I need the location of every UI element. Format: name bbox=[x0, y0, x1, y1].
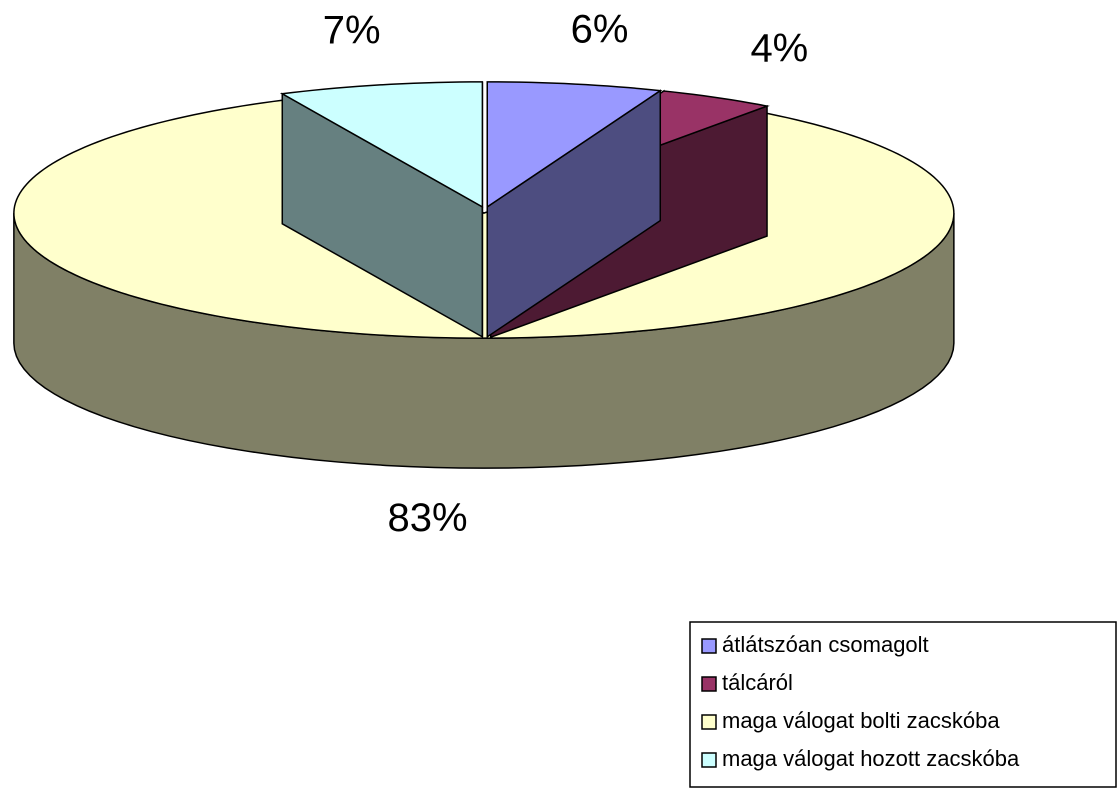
legend-label: maga válogat bolti zacskóba bbox=[722, 708, 1000, 733]
legend-label: maga válogat hozott zacskóba bbox=[722, 746, 1020, 771]
legend-swatch bbox=[701, 714, 717, 730]
legend-swatch bbox=[701, 638, 717, 654]
data-label: 7% bbox=[323, 9, 381, 53]
legend-swatch bbox=[701, 676, 717, 692]
slice bbox=[13, 99, 955, 339]
legend-label: átlátszóan csomagolt bbox=[722, 632, 929, 657]
data-label: 83% bbox=[387, 496, 467, 540]
legend-box bbox=[689, 621, 1117, 788]
legend: átlátszóan csomagolt tálcáról maga válogat… bbox=[701, 632, 1020, 771]
slice bbox=[486, 81, 663, 209]
legend-label: tálcáról bbox=[722, 670, 793, 695]
slice bbox=[279, 81, 484, 209]
data-label: 4% bbox=[750, 27, 808, 71]
pie bbox=[13, 81, 955, 469]
legend-swatch bbox=[701, 752, 717, 768]
data-label: 6% bbox=[571, 8, 629, 52]
